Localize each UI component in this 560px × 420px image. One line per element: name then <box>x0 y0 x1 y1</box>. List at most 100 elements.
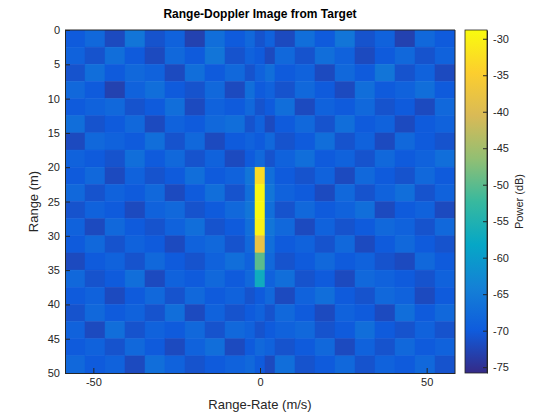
cell <box>255 219 265 236</box>
cell <box>315 47 335 64</box>
cell <box>205 356 225 373</box>
cell <box>105 236 125 253</box>
cell <box>185 253 205 270</box>
cell <box>245 167 255 184</box>
cell <box>295 202 315 219</box>
cell <box>315 322 335 339</box>
cell <box>65 99 85 116</box>
cell <box>65 253 85 270</box>
cell <box>375 270 395 287</box>
cell <box>165 116 185 133</box>
tick-label: -65 <box>493 288 509 300</box>
cell <box>185 167 205 184</box>
cell <box>185 270 205 287</box>
cell <box>165 99 185 116</box>
cell <box>395 47 415 64</box>
cell <box>65 270 85 287</box>
cell <box>85 116 105 133</box>
cell <box>265 339 275 356</box>
cell <box>395 287 415 304</box>
cell <box>415 133 435 150</box>
tick: 35 <box>48 264 70 276</box>
cell <box>125 236 145 253</box>
cell <box>355 167 375 184</box>
cell <box>85 236 105 253</box>
cell <box>295 270 315 287</box>
cell <box>65 339 85 356</box>
cell <box>435 339 455 356</box>
cell <box>85 184 105 201</box>
cell <box>315 287 335 304</box>
cell <box>295 167 315 184</box>
cell <box>315 339 335 356</box>
cell <box>375 253 395 270</box>
cell <box>275 133 295 150</box>
cell <box>145 270 165 287</box>
cell <box>315 167 335 184</box>
cell <box>265 81 275 98</box>
cell <box>105 219 125 236</box>
tick-label: 30 <box>48 230 60 242</box>
y-axis-title: Range (m) <box>26 171 41 232</box>
cell <box>225 167 245 184</box>
cell <box>225 304 245 321</box>
cell <box>355 304 375 321</box>
cell <box>375 99 395 116</box>
cell <box>435 116 455 133</box>
cell <box>355 270 375 287</box>
cell <box>265 270 275 287</box>
cell <box>355 150 375 167</box>
cell <box>245 184 255 201</box>
cell <box>185 116 205 133</box>
colorbar-axis: -30-35-40-45-50-55-60-65-70-75 <box>483 31 509 374</box>
tick-label: -50 <box>493 179 509 191</box>
tick-mark <box>483 258 487 259</box>
cell <box>265 30 275 47</box>
cell <box>395 30 415 47</box>
cell <box>125 270 145 287</box>
cell <box>245 47 255 64</box>
cell <box>265 287 275 304</box>
cell <box>255 236 265 253</box>
cell <box>245 356 255 373</box>
cell <box>85 287 105 304</box>
cell <box>335 167 355 184</box>
cell <box>415 150 435 167</box>
cell <box>295 236 315 253</box>
cell <box>245 253 255 270</box>
cell <box>375 236 395 253</box>
cell <box>85 99 105 116</box>
cell <box>255 184 265 201</box>
cell <box>165 133 185 150</box>
cell <box>315 202 335 219</box>
cell <box>245 81 255 98</box>
cell <box>85 356 105 373</box>
cell <box>125 150 145 167</box>
cell <box>375 81 395 98</box>
cell <box>165 356 185 373</box>
cell <box>275 356 295 373</box>
cell <box>255 99 265 116</box>
cell <box>165 304 185 321</box>
cell <box>395 99 415 116</box>
cell <box>275 253 295 270</box>
cell <box>65 30 85 47</box>
cell <box>105 116 125 133</box>
cell <box>205 339 225 356</box>
cell <box>145 150 165 167</box>
cell <box>225 253 245 270</box>
cell <box>65 304 85 321</box>
cell <box>145 47 165 64</box>
cell <box>335 287 355 304</box>
cell <box>125 304 145 321</box>
cell <box>295 47 315 64</box>
cell <box>65 356 85 373</box>
cell <box>395 356 415 373</box>
cell <box>105 184 125 201</box>
cell <box>165 339 185 356</box>
cell <box>415 30 435 47</box>
cell <box>315 356 335 373</box>
cell <box>265 219 275 236</box>
cell <box>435 167 455 184</box>
tick-label: -60 <box>493 252 509 264</box>
